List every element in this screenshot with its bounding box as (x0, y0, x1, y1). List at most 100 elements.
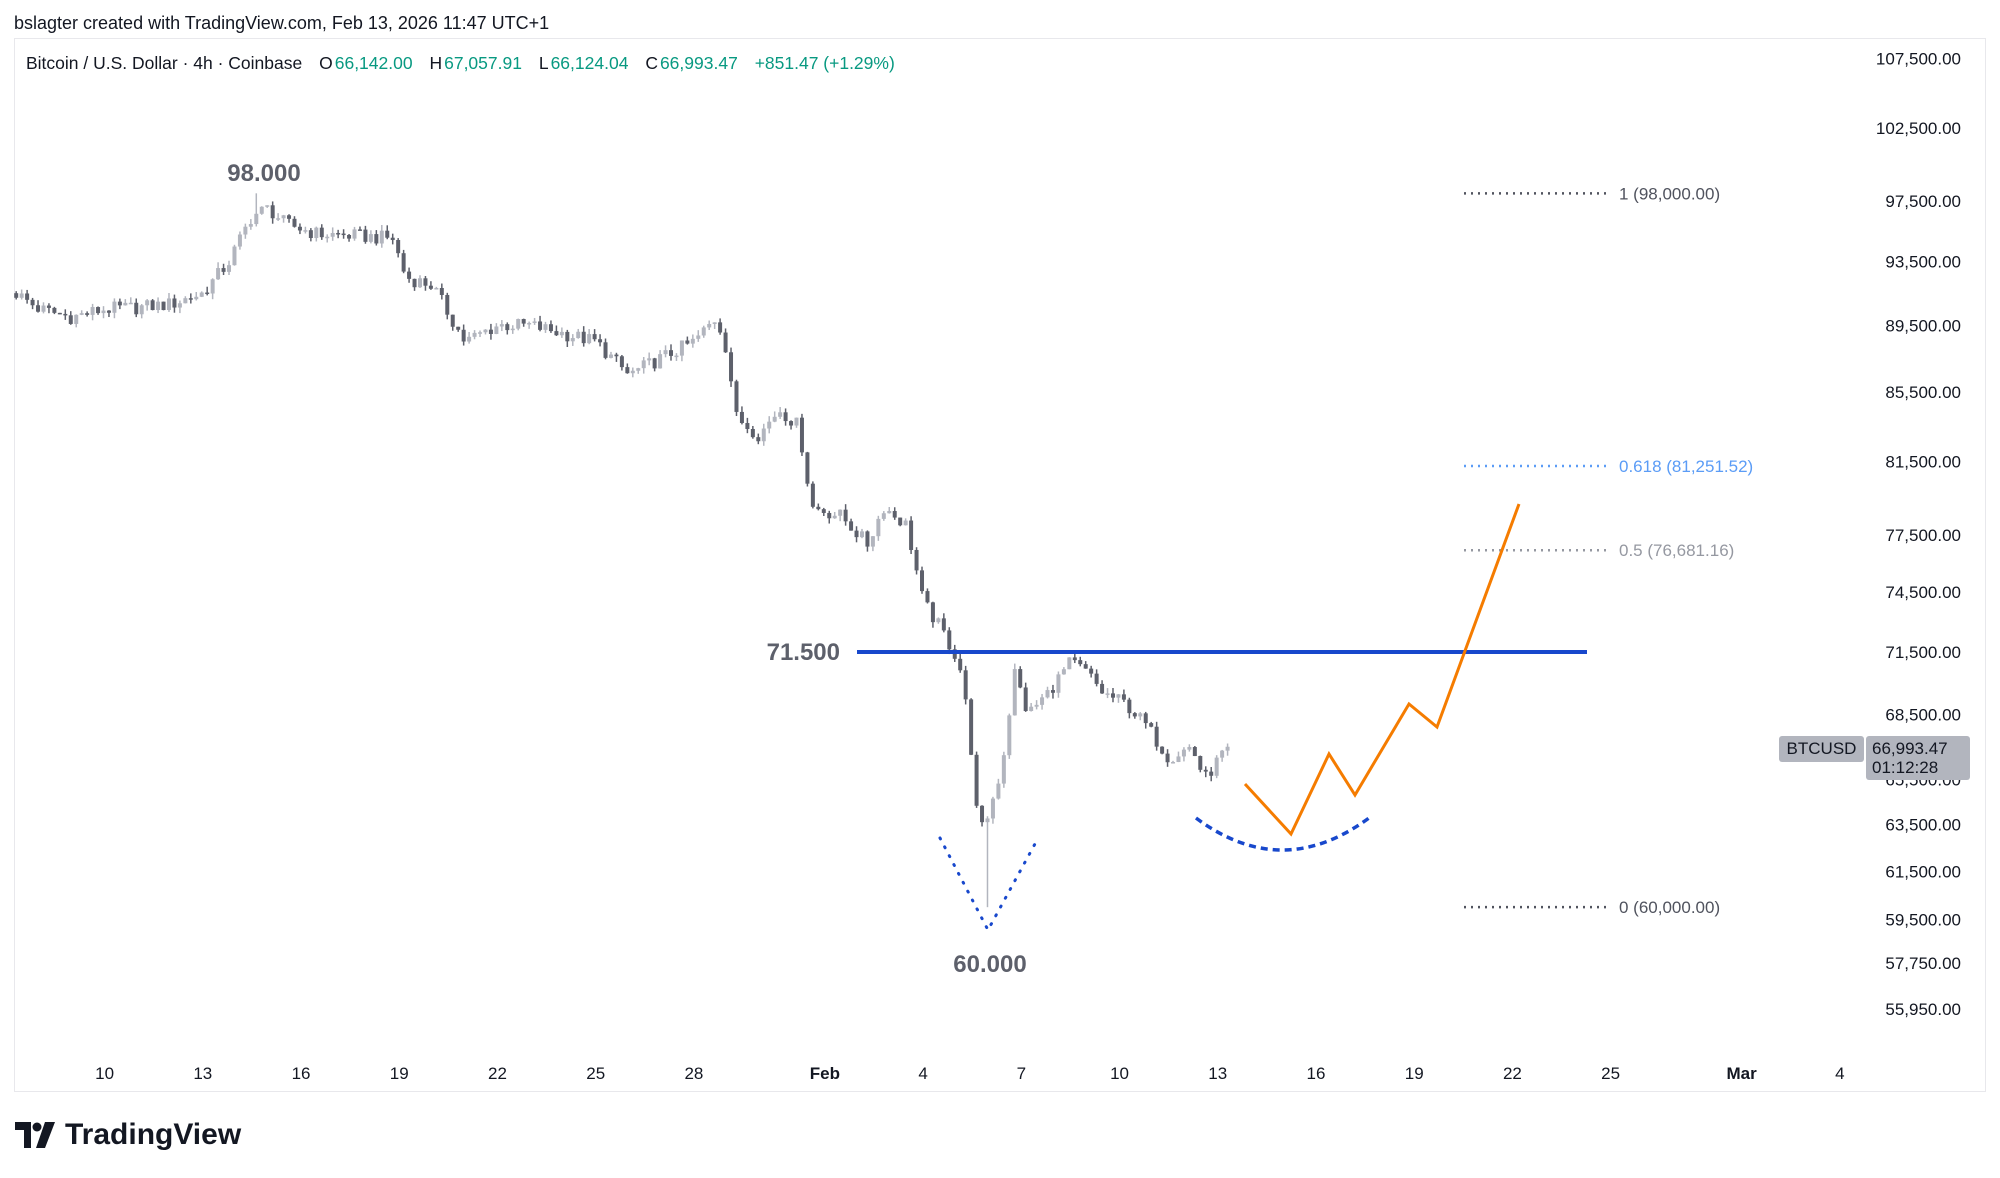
tradingview-logo[interactable]: TradingView (15, 1118, 241, 1152)
candle[interactable] (750, 425, 755, 439)
candle[interactable] (603, 338, 608, 360)
candle[interactable] (1116, 694, 1121, 703)
candle[interactable] (287, 214, 292, 223)
candle[interactable] (74, 314, 79, 328)
candle[interactable] (881, 511, 886, 521)
candle[interactable] (1023, 682, 1028, 712)
candle[interactable] (63, 309, 68, 320)
candle[interactable] (548, 320, 553, 333)
candle[interactable] (106, 310, 111, 318)
candle[interactable] (1225, 743, 1230, 756)
candle[interactable] (827, 510, 832, 524)
candle[interactable] (799, 413, 804, 456)
candle[interactable] (161, 301, 166, 311)
candle[interactable] (1034, 700, 1039, 710)
candle[interactable] (1187, 744, 1192, 752)
candle[interactable] (265, 205, 270, 208)
candle[interactable] (920, 566, 925, 594)
candle[interactable] (1176, 751, 1181, 763)
candle[interactable] (816, 503, 821, 511)
candle[interactable] (243, 223, 248, 239)
candle[interactable] (456, 326, 461, 332)
candle[interactable] (423, 276, 428, 291)
candle[interactable] (183, 296, 188, 304)
candle[interactable] (925, 588, 930, 604)
candle[interactable] (734, 379, 739, 417)
candle[interactable] (123, 299, 128, 306)
candle[interactable] (1105, 688, 1110, 699)
candle[interactable] (718, 318, 723, 335)
candle[interactable] (1203, 766, 1208, 778)
candle[interactable] (292, 216, 297, 228)
candle[interactable] (68, 311, 73, 325)
candle[interactable] (1007, 713, 1012, 759)
candle[interactable] (341, 229, 346, 239)
candle[interactable] (849, 518, 854, 531)
candle[interactable] (368, 230, 373, 244)
candle[interactable] (1110, 688, 1115, 703)
candle[interactable] (145, 299, 150, 311)
candle[interactable] (188, 293, 193, 304)
candle[interactable] (1018, 666, 1023, 689)
candle[interactable] (898, 517, 903, 527)
candle[interactable] (969, 698, 974, 756)
candle[interactable] (461, 324, 466, 346)
candle[interactable] (270, 201, 275, 224)
candle[interactable] (821, 507, 826, 517)
candle[interactable] (887, 507, 892, 514)
candle[interactable] (407, 267, 412, 283)
candle[interactable] (248, 219, 253, 230)
candle[interactable] (1165, 749, 1170, 767)
candle[interactable] (1056, 671, 1061, 698)
candle[interactable] (472, 330, 477, 340)
candle[interactable] (1214, 755, 1219, 779)
candle[interactable] (789, 420, 794, 430)
candle[interactable] (221, 263, 226, 276)
candle[interactable] (521, 318, 526, 327)
candle[interactable] (112, 298, 117, 319)
candle[interactable] (254, 193, 259, 227)
candle[interactable] (52, 306, 57, 315)
candle[interactable] (30, 297, 35, 310)
candle[interactable] (636, 367, 641, 374)
candle[interactable] (467, 332, 472, 344)
candle[interactable] (483, 329, 488, 335)
candle[interactable] (652, 357, 657, 372)
candle[interactable] (232, 244, 237, 266)
candle[interactable] (1209, 766, 1214, 782)
candle[interactable] (761, 423, 766, 446)
candle[interactable] (46, 303, 51, 314)
candle[interactable] (625, 363, 630, 374)
candle[interactable] (499, 320, 504, 332)
candle[interactable] (134, 298, 139, 318)
candle[interactable] (870, 536, 875, 552)
candle[interactable] (663, 345, 668, 358)
candle[interactable] (14, 291, 19, 300)
candle[interactable] (439, 283, 444, 300)
candle[interactable] (810, 481, 815, 509)
candle[interactable] (36, 300, 41, 313)
candle[interactable] (314, 226, 319, 242)
candle[interactable] (19, 289, 24, 300)
candle[interactable] (538, 315, 543, 332)
candle[interactable] (1040, 693, 1045, 710)
candle[interactable] (25, 289, 30, 304)
candle[interactable] (658, 350, 663, 369)
candle[interactable] (739, 406, 744, 425)
candle[interactable] (565, 329, 570, 347)
candle[interactable] (227, 260, 232, 275)
candle[interactable] (958, 653, 963, 673)
candle[interactable] (237, 231, 242, 250)
candle[interactable] (559, 327, 564, 338)
candle[interactable] (1100, 680, 1105, 694)
candle[interactable] (892, 507, 897, 520)
candle[interactable] (1198, 755, 1203, 773)
candle[interactable] (478, 330, 483, 338)
candle[interactable] (445, 292, 450, 320)
candle[interactable] (941, 613, 946, 633)
candle[interactable] (308, 228, 313, 242)
candle[interactable] (1089, 665, 1094, 678)
candle[interactable] (838, 509, 843, 522)
candle[interactable] (281, 214, 286, 223)
candle[interactable] (576, 328, 581, 339)
